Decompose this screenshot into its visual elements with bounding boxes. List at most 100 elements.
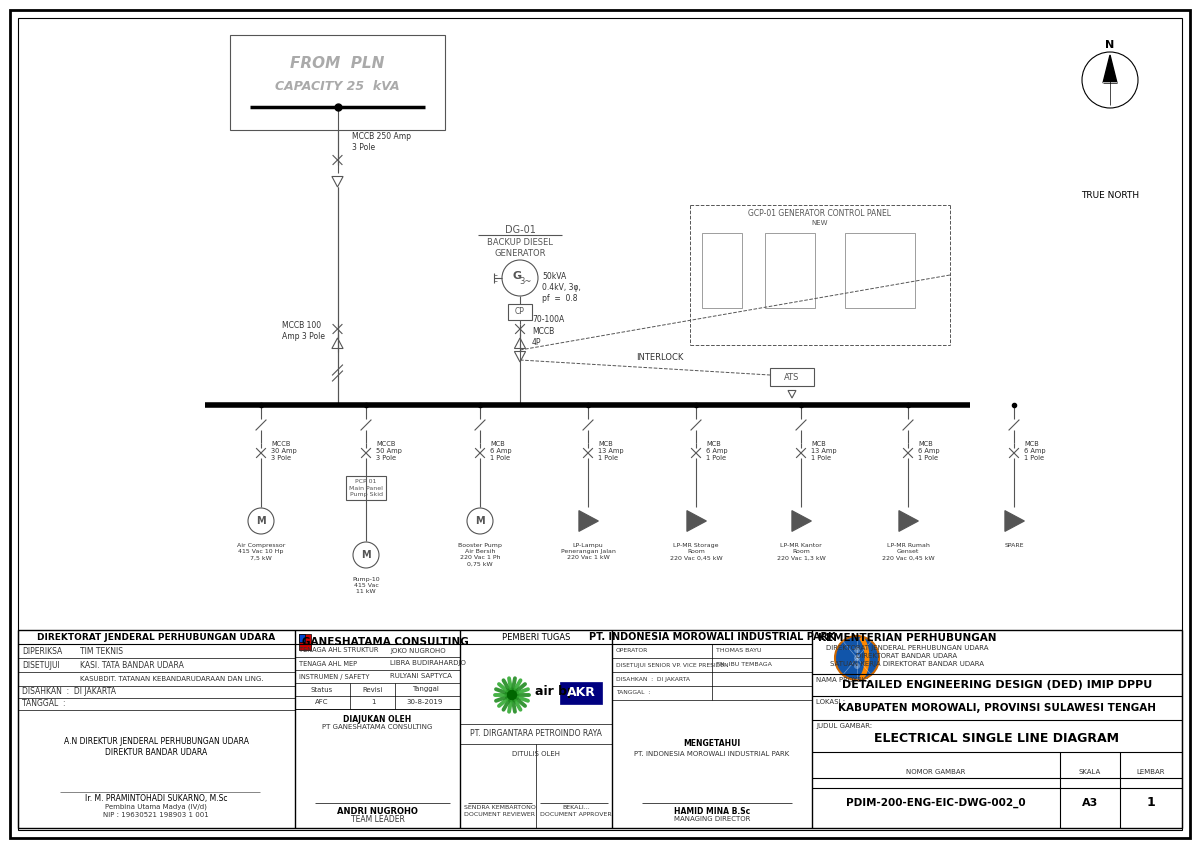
Text: M: M (361, 550, 371, 560)
Text: PDIM-200-ENG-EIC-DWG-002_0: PDIM-200-ENG-EIC-DWG-002_0 (846, 798, 1026, 808)
Text: 3~: 3~ (518, 277, 532, 287)
Text: LEMBAR: LEMBAR (1136, 769, 1165, 775)
Text: FROM  PLN: FROM PLN (290, 55, 385, 70)
Text: KASI. TATA BANDAR UDARA: KASI. TATA BANDAR UDARA (80, 661, 184, 670)
Text: LOKASI :: LOKASI : (816, 699, 845, 705)
Text: DISAHKAN  :  DI JAKARTA: DISAHKAN : DI JAKARTA (22, 688, 116, 696)
Text: Pump-10
415 Vac
11 kW: Pump-10 415 Vac 11 kW (352, 577, 380, 594)
Text: Air Compressor
415 Vac 10 Hp
7,5 kW: Air Compressor 415 Vac 10 Hp 7,5 kW (236, 543, 286, 561)
Text: MCB
6 Amp
1 Pole: MCB 6 Amp 1 Pole (918, 440, 940, 461)
Text: DG-01: DG-01 (504, 225, 535, 235)
Circle shape (1082, 52, 1138, 108)
Text: DIREKTORAT JENDERAL PERHUBUNGAN UDARA: DIREKTORAT JENDERAL PERHUBUNGAN UDARA (826, 645, 989, 651)
Text: PT GANESHATAMA CONSULTING: PT GANESHATAMA CONSULTING (323, 724, 433, 730)
Circle shape (854, 647, 860, 653)
Text: A.N DIREKTUR JENDERAL PERHUBUNGAN UDARA
DIREKTUR BANDAR UDARA: A.N DIREKTUR JENDERAL PERHUBUNGAN UDARA … (64, 737, 248, 757)
Text: TANGGAL  :: TANGGAL : (616, 690, 650, 695)
Text: KEMENTERIAN PERHUBUNGAN: KEMENTERIAN PERHUBUNGAN (817, 633, 996, 643)
Text: MANAGING DIRECTOR: MANAGING DIRECTOR (674, 816, 750, 822)
Polygon shape (686, 510, 707, 532)
Text: GCP-01 GENERATOR CONTROL PANEL: GCP-01 GENERATOR CONTROL PANEL (749, 209, 892, 219)
Text: TENAGA AHL MEP: TENAGA AHL MEP (299, 661, 358, 667)
Text: MCB
6 Amp
1 Pole: MCB 6 Amp 1 Pole (490, 440, 511, 461)
Text: LP-Lampu
Penerangan Jalan
220 Vac 1 kW: LP-Lampu Penerangan Jalan 220 Vac 1 kW (560, 543, 616, 561)
Text: M: M (256, 516, 266, 526)
Text: NEW: NEW (811, 220, 828, 226)
Text: Tanggal: Tanggal (412, 687, 438, 693)
Text: DISAHKAN  :  DI JAKARTA: DISAHKAN : DI JAKARTA (616, 677, 690, 682)
Text: N: N (1105, 40, 1115, 50)
Text: 50kVA
0.4kV, 3φ,
pf  =  0.8: 50kVA 0.4kV, 3φ, pf = 0.8 (542, 272, 581, 304)
Text: LP-MR Rumah
Genset
220 Vac 0,45 kW: LP-MR Rumah Genset 220 Vac 0,45 kW (882, 543, 935, 561)
Text: Revisi: Revisi (362, 687, 383, 693)
Bar (766, 233, 815, 308)
Text: JUDUL GAMBAR:: JUDUL GAMBAR: (816, 723, 872, 729)
Text: THOMAS BAYU: THOMAS BAYU (716, 649, 762, 654)
Text: ATS: ATS (785, 372, 799, 382)
Bar (845, 233, 916, 308)
Text: TANGGAL  :: TANGGAL : (22, 700, 66, 708)
Text: SKALA: SKALA (1079, 769, 1102, 775)
Text: BEKALI...
DOCUMENT APPROVER: BEKALI... DOCUMENT APPROVER (540, 806, 612, 817)
Text: Pembina Utama Madya (IV/d): Pembina Utama Madya (IV/d) (106, 804, 206, 810)
Text: SATUAN KERJA DIREKTORAT BANDAR UDARA: SATUAN KERJA DIREKTORAT BANDAR UDARA (830, 661, 984, 667)
Text: DITULIS OLEH: DITULIS OLEH (512, 751, 560, 757)
Text: Booster Pump
Air Bersih
220 Vac 1 Ph
0,75 kW: Booster Pump Air Bersih 220 Vac 1 Ph 0,7… (458, 543, 502, 566)
Circle shape (467, 508, 493, 534)
Text: MCCB
50 Amp
3 Pole: MCCB 50 Amp 3 Pole (376, 440, 402, 461)
Polygon shape (792, 510, 811, 532)
Text: TN. IBU TEMBAGA: TN. IBU TEMBAGA (716, 662, 772, 667)
Bar (702, 233, 742, 308)
Circle shape (505, 688, 520, 702)
Text: PT. INDONESIA MOROWALI INDUSTRIAL PARK: PT. INDONESIA MOROWALI INDUSTRIAL PARK (589, 632, 835, 642)
Text: M: M (475, 516, 485, 526)
Text: SPARE: SPARE (1004, 543, 1024, 548)
Bar (18, 630, 1182, 828)
Text: ANDRI NUGROHO: ANDRI NUGROHO (337, 806, 418, 816)
Text: KASUBDIT. TATANAN KEBANDARUDARAAN DAN LING.: KASUBDIT. TATANAN KEBANDARUDARAAN DAN LI… (80, 676, 264, 682)
Text: MCCB 100
Amp 3 Pole: MCCB 100 Amp 3 Pole (282, 321, 325, 341)
Text: 1: 1 (1147, 796, 1156, 810)
Text: PCP 01
Main Panel
Pump Skid: PCP 01 Main Panel Pump Skid (349, 479, 383, 497)
Polygon shape (1004, 510, 1025, 532)
Text: TENAGA AHL STRUKTUR: TENAGA AHL STRUKTUR (299, 648, 378, 654)
Bar (560, 682, 602, 704)
Text: NAMA PROYEK:: NAMA PROYEK: (816, 677, 869, 683)
Text: DIPERIKSA: DIPERIKSA (22, 646, 62, 656)
Text: PEMBERI TUGAS: PEMBERI TUGAS (502, 633, 570, 641)
Text: CP: CP (515, 308, 524, 316)
Text: LIBRA BUDIRAHARDJO: LIBRA BUDIRAHARDJO (390, 661, 466, 667)
Text: LP-MR Storage
Room
220 Vac 0,45 kW: LP-MR Storage Room 220 Vac 0,45 kW (670, 543, 722, 561)
Text: CAPACITY 25  kVA: CAPACITY 25 kVA (275, 81, 400, 93)
Polygon shape (1103, 55, 1117, 83)
Bar (230, 35, 445, 130)
Text: 30-8-2019: 30-8-2019 (407, 700, 443, 706)
Text: SENDRA KEMBARTONO
DOCUMENT REVIEWER: SENDRA KEMBARTONO DOCUMENT REVIEWER (464, 806, 536, 817)
Text: DIAJUKAN OLEH: DIAJUKAN OLEH (343, 715, 412, 723)
Bar (508, 304, 532, 320)
Text: TEAM LEADER: TEAM LEADER (350, 814, 404, 823)
Text: AFC: AFC (316, 700, 329, 706)
Text: RULYANI SAPTYCA: RULYANI SAPTYCA (390, 673, 452, 679)
Text: OPERATOR: OPERATOR (616, 649, 648, 654)
Text: NOMOR GAMBAR: NOMOR GAMBAR (906, 769, 966, 775)
Text: MENGETAHUI: MENGETAHUI (683, 739, 740, 749)
Text: air bp: air bp (535, 685, 576, 699)
Circle shape (854, 663, 860, 669)
Text: BACKUP DIESEL
GENERATOR: BACKUP DIESEL GENERATOR (487, 238, 553, 258)
Bar (299, 634, 305, 642)
Polygon shape (578, 510, 599, 532)
Text: LP-MR Kantor
Room
220 Vac 1,3 kW: LP-MR Kantor Room 220 Vac 1,3 kW (776, 543, 826, 561)
Bar (770, 368, 814, 386)
Text: GANESHATAMA CONSULTING: GANESHATAMA CONSULTING (302, 637, 469, 647)
Text: DIREKTORAT BANDAR UDARA: DIREKTORAT BANDAR UDARA (857, 653, 958, 659)
Text: NIP : 19630521 198903 1 001: NIP : 19630521 198903 1 001 (103, 812, 209, 818)
Text: MCCB 250 Amp
3 Pole: MCCB 250 Amp 3 Pole (353, 132, 412, 152)
Polygon shape (899, 510, 918, 532)
Text: JOKO NUGROHO: JOKO NUGROHO (390, 648, 445, 654)
Text: DISETUJUI SENIOR VP. VICE PRESIDEN: DISETUJUI SENIOR VP. VICE PRESIDEN (616, 662, 728, 667)
Circle shape (835, 636, 878, 680)
Text: INTERLOCK: INTERLOCK (636, 354, 684, 362)
Bar (299, 634, 311, 650)
Text: PT. INDONESIA MOROWALI INDUSTRIAL PARK: PT. INDONESIA MOROWALI INDUSTRIAL PARK (635, 751, 790, 757)
